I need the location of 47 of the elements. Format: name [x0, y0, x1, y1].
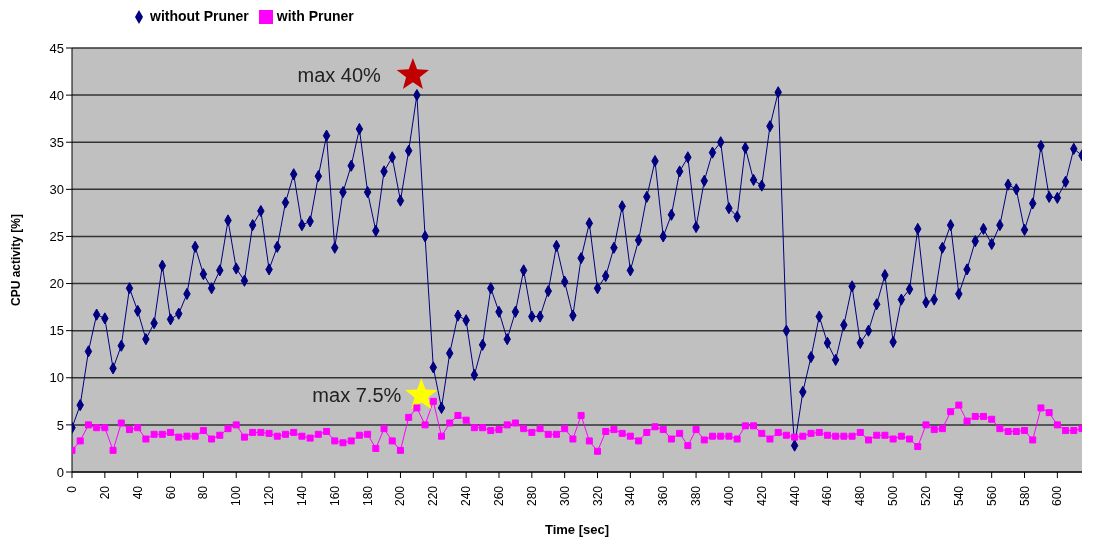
- x-tick-label: 380: [689, 485, 704, 507]
- y-tick-label: 5: [56, 417, 64, 433]
- x-tick-label: 580: [1017, 485, 1032, 507]
- x-tick-label: 400: [721, 485, 736, 507]
- legend-label: with Pruner: [276, 8, 354, 24]
- x-tick-label: 20: [97, 485, 112, 500]
- annotation: max 40%: [297, 64, 382, 87]
- x-tick-label: 160: [327, 485, 342, 507]
- y-tick-label: 45: [49, 40, 64, 56]
- x-tick-label: 180: [360, 485, 375, 507]
- y-tick-label: 20: [49, 276, 64, 292]
- x-tick-label: 560: [984, 485, 999, 507]
- x-tick-label: 340: [623, 485, 638, 507]
- x-tick-label: 360: [656, 485, 671, 507]
- x-tick-label: 320: [590, 485, 605, 507]
- x-tick-label: 280: [524, 485, 539, 507]
- y-tick-label: 35: [49, 134, 64, 150]
- y-tick-label: 10: [49, 370, 64, 386]
- y-tick-label: 15: [49, 323, 64, 339]
- x-tick-label: 80: [196, 485, 211, 500]
- x-tick-label: 300: [557, 485, 572, 507]
- x-tick-label: 140: [294, 485, 309, 507]
- x-tick-label: 460: [820, 485, 835, 507]
- y-tick-label: 30: [49, 181, 64, 197]
- x-tick-label: 120: [262, 485, 277, 507]
- x-tick-label: 440: [787, 485, 802, 507]
- x-tick-label: 60: [163, 485, 178, 500]
- x-tick-label: 40: [130, 485, 145, 500]
- annotation: max 7.5%: [312, 384, 402, 407]
- y-axis-title: CPU activity [%]: [9, 213, 24, 307]
- x-tick-label: 500: [886, 485, 901, 507]
- y-tick-label: 25: [49, 229, 64, 245]
- x-tick-label: 100: [229, 485, 244, 507]
- x-tick-label: 0: [65, 485, 79, 493]
- x-tick-label: 200: [393, 485, 408, 507]
- y-tick-label: 0: [56, 464, 64, 480]
- legend-label: without Pruner: [150, 8, 249, 24]
- x-tick-label: 600: [1050, 485, 1065, 507]
- x-tick-label: 220: [426, 485, 441, 507]
- x-tick-label: 480: [853, 485, 868, 507]
- x-tick-label: 240: [459, 485, 474, 507]
- y-tick-label: 40: [49, 87, 64, 103]
- x-tick-label: 540: [951, 485, 966, 507]
- x-tick-label: 420: [754, 485, 769, 507]
- x-axis-title: Time [sec]: [544, 522, 610, 537]
- x-tick-label: 520: [918, 485, 933, 507]
- x-tick-label: 260: [491, 485, 506, 507]
